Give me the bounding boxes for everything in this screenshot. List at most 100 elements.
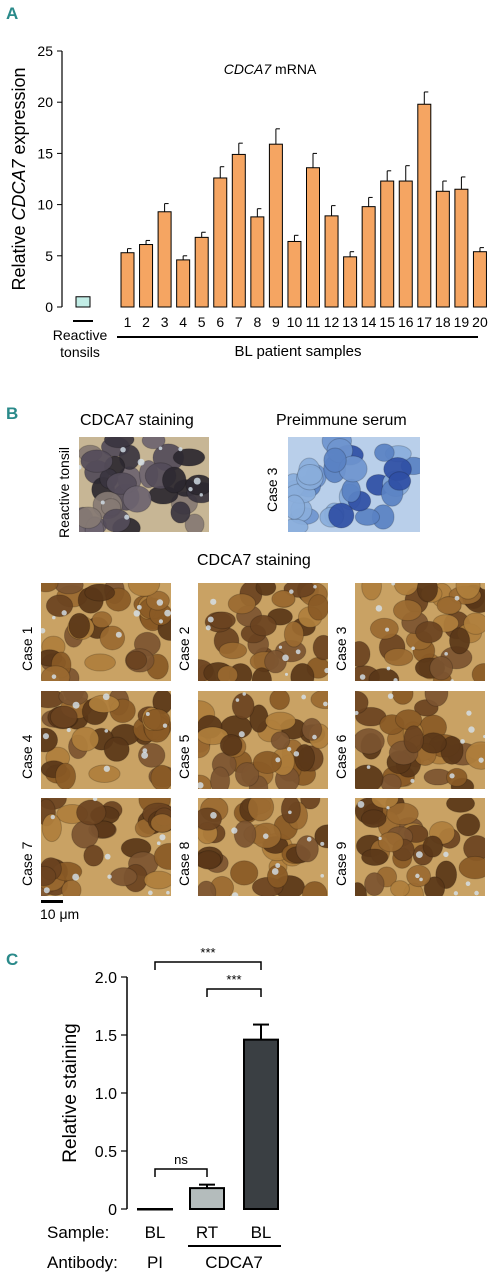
- ihc-cell-nucleus: [219, 733, 243, 757]
- x-tick-label: 10: [287, 314, 303, 330]
- ihc-cell-gap: [141, 751, 149, 759]
- panel-label-a: A: [6, 4, 19, 23]
- ihc-cell-nucleus: [84, 653, 117, 672]
- ihc-cell-nucleus: [463, 612, 485, 635]
- ihc-cell-gap: [391, 583, 396, 586]
- panel-label-b: B: [6, 404, 19, 423]
- ihc-cell-nucleus: [448, 627, 471, 655]
- chart-title-italic: CDCA7: [224, 61, 273, 77]
- case-label-6: Case 6: [333, 734, 349, 779]
- ihc-cell-nucleus: [218, 641, 248, 660]
- ihc-cell-gap: [443, 851, 449, 858]
- bar-sample-13: [343, 256, 358, 308]
- ihc-cell-gap: [137, 458, 145, 466]
- ihc-image-case-4: [41, 691, 171, 789]
- ihc-cell-nucleus: [368, 667, 400, 681]
- ihc-cell-gap: [320, 873, 325, 878]
- bar-c-2: [189, 1187, 225, 1210]
- ihc-cell-nucleus: [392, 599, 423, 622]
- ihc-image-case-5: [198, 691, 328, 789]
- case-label-9: Case 9: [333, 841, 349, 886]
- ihc-cell-nucleus: [361, 848, 389, 866]
- ihc-cell-gap: [198, 782, 204, 789]
- ihc-cell-nucleus: [198, 880, 217, 896]
- ihc-cell-nucleus: [84, 583, 116, 602]
- ihc-cell-nucleus: [361, 583, 383, 601]
- ihc-cell-nucleus: [383, 647, 414, 667]
- x-tick-label: 15: [379, 314, 395, 330]
- ihc-cell-gap: [72, 873, 80, 881]
- y-axis-label-pre: Relative: [9, 221, 29, 291]
- ihc-cell-gap: [188, 486, 193, 492]
- bar-sample-11: [306, 167, 320, 308]
- ihc-cell-nucleus: [391, 691, 414, 705]
- ihc-cell-gap: [104, 729, 109, 733]
- ihc-cell-nucleus: [172, 448, 206, 467]
- ihc-cell-nucleus: [122, 485, 152, 513]
- ihc-cell-gap: [159, 834, 166, 841]
- ihc-cell-gap: [284, 672, 289, 676]
- ihc-cell-gap: [193, 477, 201, 485]
- ihc-cell-gap: [465, 881, 471, 886]
- ihc-cell-nucleus: [125, 650, 148, 671]
- ihc-cell-gap: [313, 584, 317, 589]
- y-axis-label-post: expression: [9, 67, 29, 159]
- panel-label-c: C: [6, 950, 19, 969]
- ihc-cell-gap: [145, 712, 150, 716]
- bar-sample-1: [120, 252, 135, 308]
- ihc-cell-gap: [460, 739, 465, 744]
- ihc-title-preimmune: Preimmune serum: [276, 412, 407, 429]
- significance-label: ***: [226, 972, 241, 987]
- ihc-cell-nucleus: [249, 614, 277, 637]
- significance-bracket: [154, 961, 262, 970]
- ihc-cell-gap: [166, 890, 170, 895]
- ihc-cell-nucleus: [423, 876, 446, 896]
- ihc-cell-nucleus: [456, 813, 481, 837]
- y-tick-label: 1.5: [95, 1028, 117, 1045]
- ihc-cell-gap: [387, 693, 394, 699]
- ihc-cell-nucleus: [374, 443, 395, 462]
- ihc-cell-gap: [199, 493, 203, 497]
- ihc-cell-nucleus: [377, 831, 404, 853]
- ihc-cell-nucleus: [54, 762, 77, 789]
- ihc-cell-gap: [158, 446, 163, 451]
- ihc-cell-nucleus: [83, 844, 104, 867]
- ihc-cell-nucleus: [61, 879, 82, 896]
- y-axis-label-italic: CDCA7: [9, 159, 29, 221]
- ihc-cell-nucleus: [103, 437, 135, 449]
- bar-sample-19: [454, 188, 469, 308]
- ihc-cell-gap: [271, 868, 279, 875]
- case-label-8: Case 8: [176, 841, 192, 886]
- ihc-cell-gap: [262, 833, 269, 839]
- ihc-cell-gap: [148, 890, 153, 896]
- ihc-cell-gap: [42, 733, 49, 740]
- y-axis-label: Relative CDCA7 expression: [9, 67, 29, 290]
- ihc-image-case-2: [198, 583, 328, 681]
- ihc-cell-nucleus: [99, 625, 126, 651]
- ihc-cell-gap: [478, 757, 484, 763]
- significance-bracket: [206, 988, 262, 997]
- ihc-cell-nucleus: [424, 691, 449, 707]
- ihc-cell-gap: [79, 464, 82, 470]
- ihc-cell-nucleus: [312, 634, 328, 661]
- ihc-cell-gap: [275, 757, 281, 763]
- ihc-image-case-9: [355, 798, 485, 896]
- ihc-cell-gap: [278, 645, 283, 649]
- ihc-cell-nucleus: [229, 860, 259, 886]
- ihc-cell-gap: [415, 851, 423, 859]
- y-tick-label: 15: [37, 145, 53, 161]
- ihc-cell-nucleus: [103, 736, 130, 762]
- ihc-cell-nucleus: [247, 798, 275, 822]
- bar-reactive-tonsils: [75, 296, 91, 308]
- bar-sample-8: [250, 216, 265, 308]
- scale-bar: [41, 900, 63, 903]
- ihc-grid-title: CDCA7 staining: [197, 552, 311, 569]
- ihc-cell-gap: [162, 723, 168, 728]
- case-label-4: Case 4: [19, 734, 35, 779]
- ihc-cell-gap: [282, 654, 289, 662]
- ihc-cell-nucleus: [71, 726, 100, 752]
- ihc-cell-nucleus: [234, 762, 260, 788]
- bar-sample-16: [398, 180, 413, 308]
- ihc-cell-gap: [120, 447, 126, 453]
- bar-sample-17: [417, 103, 432, 308]
